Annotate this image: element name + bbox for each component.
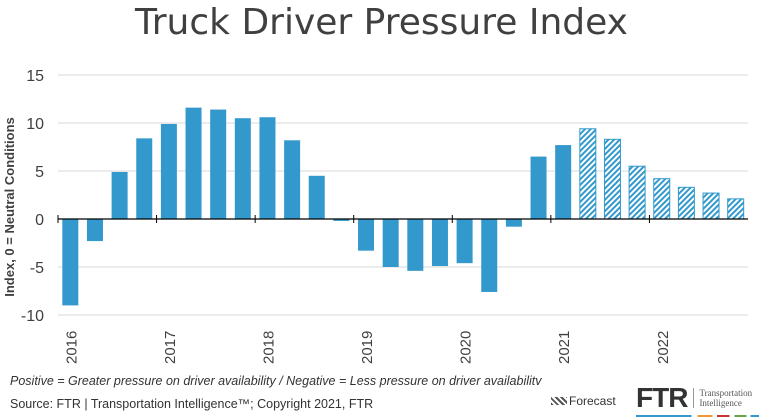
legend-forecast-label: Forecast [569, 394, 616, 408]
bar [111, 171, 128, 219]
x-tick-label: 2017 [162, 331, 179, 364]
forecast-bar [628, 165, 646, 220]
forecast-bar [603, 138, 621, 220]
logo-subtitle: Transportation Intelligence [693, 388, 752, 408]
forecast-bar [677, 186, 695, 220]
x-tick-label: 2021 [556, 331, 573, 364]
bar [185, 107, 202, 219]
bar [431, 219, 448, 267]
bar [555, 145, 572, 219]
forecast-bar [727, 198, 745, 220]
bar [382, 219, 399, 267]
bar [234, 118, 251, 219]
bar [136, 138, 153, 219]
forecast-bar [653, 178, 671, 220]
y-tick-label: -10 [21, 308, 44, 325]
bar [210, 109, 227, 219]
logo-underline [636, 415, 759, 417]
bar [308, 175, 325, 219]
bar [160, 123, 177, 219]
logo-sub1: Transportation [699, 388, 753, 398]
bar [456, 219, 473, 264]
x-tick-label: 2016 [63, 331, 80, 364]
bar [505, 219, 522, 227]
bar [86, 219, 103, 242]
x-tick-label: 2019 [359, 331, 376, 364]
bar [284, 140, 301, 219]
y-tick-label: 0 [35, 212, 44, 229]
chart-title: Truck Driver Pressure Index [135, 2, 628, 43]
legend-forecast: Forecast [551, 394, 616, 408]
footnote: Positive = Greater pressure on driver av… [10, 374, 542, 388]
x-tick-label: 2018 [260, 331, 277, 364]
source-text: Source: FTR | Transportation Intelligenc… [10, 397, 374, 411]
bar [481, 219, 498, 292]
logo-text: FTR [636, 382, 688, 413]
forecast-bar [702, 192, 720, 220]
y-axis-label: Index, 0 = Neutral Conditions [2, 117, 17, 297]
bar [407, 219, 424, 271]
forecast-bar [579, 128, 597, 220]
bar [62, 219, 79, 306]
bar [259, 117, 276, 219]
bar [358, 219, 375, 251]
x-tick-label: 2020 [458, 331, 475, 364]
y-tick-label: 10 [26, 116, 44, 133]
ftr-logo: FTR Transportation Intelligence [636, 382, 759, 417]
x-tick-label: 2022 [655, 331, 672, 364]
logo-sub2: Intelligence [699, 398, 742, 408]
bar [333, 219, 350, 221]
bar [530, 156, 547, 219]
forecast-swatch [551, 397, 567, 405]
y-tick-label: -5 [30, 260, 44, 277]
y-tick-label: 15 [26, 68, 44, 85]
y-tick-label: 5 [35, 164, 44, 181]
